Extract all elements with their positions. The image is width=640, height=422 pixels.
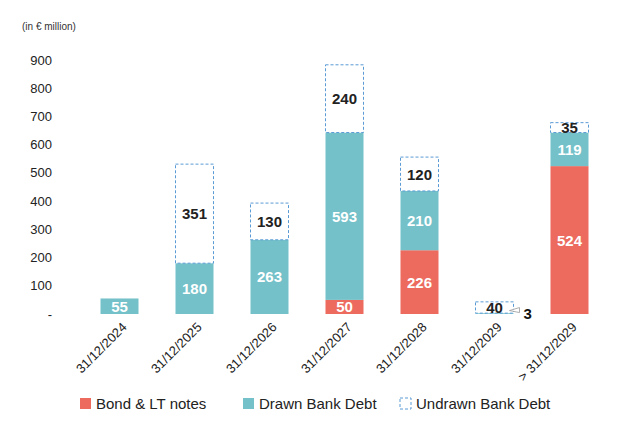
y-tick-label: 100 <box>30 278 52 293</box>
x-tick-label: 31/12/2026 <box>223 320 280 377</box>
legend-label: Bond & LT notes <box>96 395 206 412</box>
data-label: 210 <box>407 212 432 229</box>
bars <box>101 65 589 314</box>
bar-segment <box>326 65 364 133</box>
data-label: 3 <box>524 305 532 322</box>
data-label: 180 <box>182 280 207 297</box>
y-tick <box>60 285 62 286</box>
bar-segment <box>401 157 439 191</box>
data-label: 55 <box>111 298 128 315</box>
data-label: 593 <box>332 208 357 225</box>
y-tick-label: 600 <box>30 137 52 152</box>
y-tick-label: 800 <box>30 81 52 96</box>
bar-segment <box>176 164 214 263</box>
bar-segment <box>251 240 289 314</box>
y-tick <box>60 144 62 145</box>
x-tick-label: 31/12/2025 <box>148 320 205 377</box>
y-tick-label: 700 <box>30 109 52 124</box>
bar-segment <box>551 133 589 167</box>
data-label: 351 <box>182 205 207 222</box>
data-label: 120 <box>407 166 432 183</box>
x-tick-label: 31/12/2029 <box>448 320 505 377</box>
bar-segment <box>176 263 214 314</box>
legend-label: Undrawn Bank Debt <box>416 395 551 412</box>
data-label: 35 <box>561 119 578 136</box>
y-tick <box>60 201 62 202</box>
chart: (in € million) - 100 200 300 400 500 600 700 800 9… <box>0 0 640 422</box>
y-tick <box>60 60 62 61</box>
data-label: 524 <box>557 232 583 249</box>
x-tick-label: > 31/12/2029 <box>515 320 580 385</box>
legend-swatch <box>243 398 254 409</box>
y-tick <box>60 229 62 230</box>
bar-segment <box>251 203 289 240</box>
data-label: 119 <box>557 141 581 158</box>
x-tick-label: 31/12/2027 <box>298 320 355 377</box>
y-tick <box>60 172 62 173</box>
bar-segment <box>551 166 589 314</box>
x-tick-label: 31/12/2024 <box>73 320 130 377</box>
y-tick-label: - <box>48 307 52 322</box>
bar-segment <box>101 298 139 314</box>
x-tick-label: 31/12/2028 <box>373 320 430 377</box>
y-tick <box>60 314 62 315</box>
y-tick <box>60 116 62 117</box>
legend-label: Drawn Bank Debt <box>259 395 377 412</box>
y-axis-label: (in € million) <box>22 21 76 32</box>
y-tick-label: 200 <box>30 250 52 265</box>
callout <box>510 308 520 313</box>
bar-segment <box>401 191 439 250</box>
y-tick-label: 900 <box>30 53 52 68</box>
data-labels: 50 226 524 55 180 263 593 210 3 119 351 130 240 120 40… <box>111 90 583 321</box>
y-tick <box>60 88 62 89</box>
legend-swatch <box>400 398 411 409</box>
data-label: 240 <box>332 90 357 107</box>
data-label: 50 <box>336 298 353 315</box>
y-tick-label: 300 <box>30 222 52 237</box>
data-label: 263 <box>257 268 282 285</box>
data-label: 40 <box>486 299 503 316</box>
y-tick-label: 500 <box>30 165 52 180</box>
y-tick-label: 400 <box>30 194 52 209</box>
data-label: 226 <box>407 274 432 291</box>
bar-segment <box>401 250 439 314</box>
data-label: 130 <box>257 213 282 230</box>
y-tick <box>60 257 62 258</box>
legend-swatch <box>80 398 91 409</box>
bar-segment <box>326 133 364 300</box>
